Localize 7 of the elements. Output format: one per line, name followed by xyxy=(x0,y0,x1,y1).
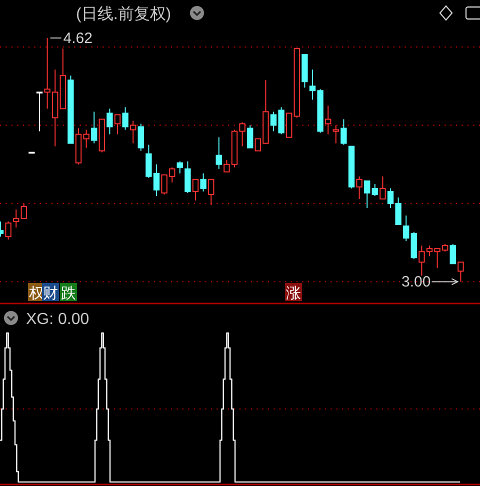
chart-title: XG: 0.00 xyxy=(26,311,90,328)
marker-badge: 跌 xyxy=(60,283,77,302)
annotation: 4.62 xyxy=(63,30,93,47)
annotation: 3.00 xyxy=(401,274,431,291)
marker-badge: 财 xyxy=(42,283,59,302)
chart-title: (日线.前复权) xyxy=(76,5,172,23)
marker-badge: 涨 xyxy=(285,283,302,302)
